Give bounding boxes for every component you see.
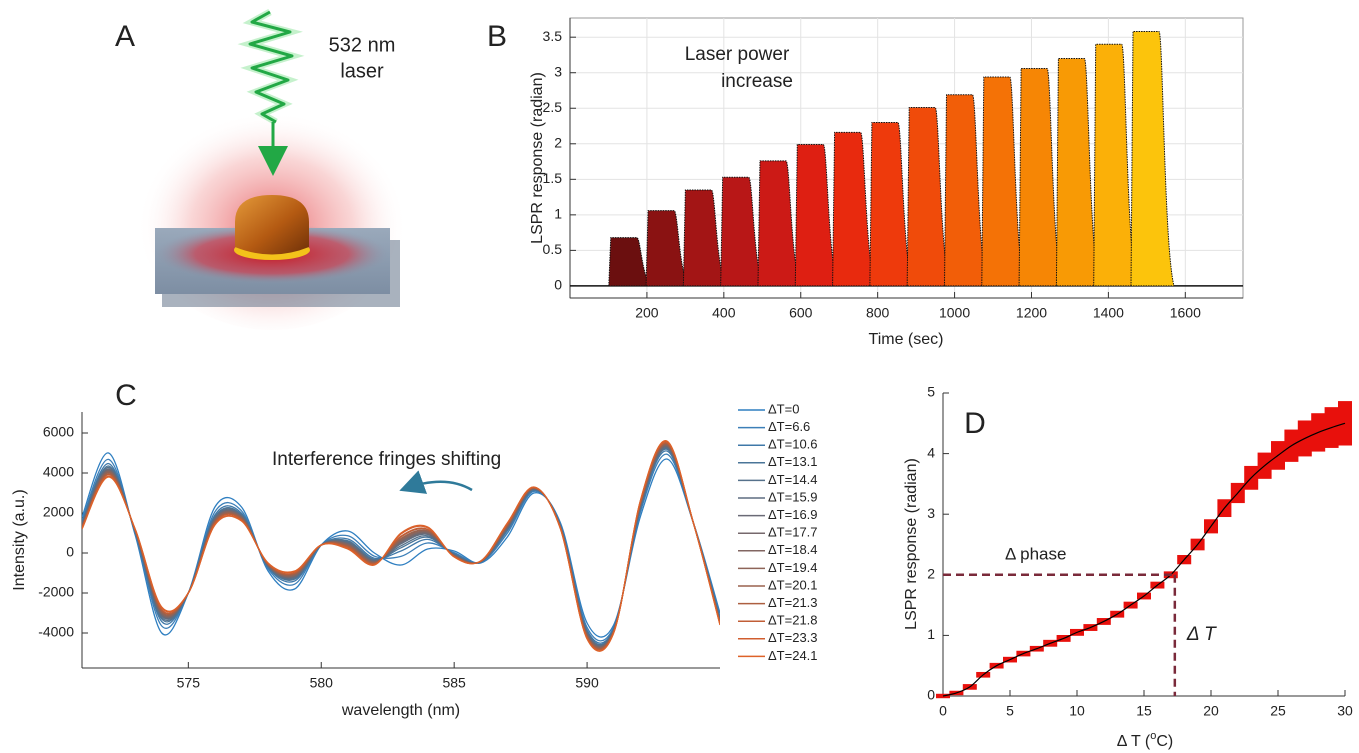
x-tick-label: 580 bbox=[310, 675, 334, 691]
laser-label: 532 nm bbox=[329, 34, 396, 56]
x-tick-label: 575 bbox=[177, 675, 201, 691]
legend-label: ΔT=0 bbox=[768, 401, 799, 416]
legend-label: ΔT=16.9 bbox=[768, 507, 818, 522]
nanoparticle bbox=[235, 195, 309, 255]
y-tick-label: 4 bbox=[927, 444, 935, 460]
legend-label: ΔT=17.7 bbox=[768, 525, 818, 540]
y-tick-label: 6000 bbox=[43, 424, 74, 440]
x-tick-label: 1000 bbox=[939, 305, 970, 321]
x-tick-label: 600 bbox=[789, 305, 813, 321]
y-tick-label: 0 bbox=[66, 544, 74, 560]
x-axis-label: wavelength (nm) bbox=[341, 702, 460, 719]
illustration: A 532 nm laser bbox=[115, 8, 407, 330]
plot-layer bbox=[936, 401, 1352, 699]
x-tick-label: 400 bbox=[712, 305, 736, 321]
legend-label: ΔT=21.3 bbox=[768, 595, 818, 610]
legend-label: ΔT=15.9 bbox=[768, 489, 818, 504]
y-tick-label: 2 bbox=[927, 566, 935, 582]
annotation-arrow bbox=[399, 470, 473, 494]
x-axis-label: Δ T (oC) bbox=[1117, 730, 1174, 750]
x-tick-label: 800 bbox=[866, 305, 890, 321]
legend-label: ΔT=20.1 bbox=[768, 577, 818, 592]
series-line bbox=[82, 440, 720, 652]
x-tick-label: 25 bbox=[1270, 703, 1286, 719]
y-tick-label: 0 bbox=[927, 687, 935, 703]
y-tick-label: 1 bbox=[927, 626, 935, 642]
x-tick-label: 20 bbox=[1203, 703, 1219, 719]
panel-label: D bbox=[964, 407, 986, 440]
x-tick-label: 590 bbox=[575, 675, 599, 691]
x-tick-label: 15 bbox=[1136, 703, 1152, 719]
x-tick-label: 1400 bbox=[1093, 305, 1124, 321]
y-tick-label: 3 bbox=[554, 63, 562, 79]
x-tick-label: 0 bbox=[939, 703, 947, 719]
y-axis-label: LSPR response (radian) bbox=[903, 458, 920, 630]
x-tick-label: 585 bbox=[442, 675, 466, 691]
y-axis-label: LSPR response (radian) bbox=[529, 72, 546, 244]
panel-label: A bbox=[115, 20, 135, 53]
legend-label: ΔT=10.6 bbox=[768, 437, 818, 452]
x-tick-label: 200 bbox=[635, 305, 659, 321]
y-tick-label: -4000 bbox=[38, 624, 74, 640]
legend-label: ΔT=21.8 bbox=[768, 613, 818, 628]
y-axis-label: Intensity (a.u.) bbox=[11, 489, 28, 590]
y-tick-label: 3.5 bbox=[543, 28, 563, 44]
pulse bbox=[1055, 58, 1101, 287]
y-tick-label: 1.5 bbox=[543, 170, 563, 186]
legend-label: ΔT=23.3 bbox=[768, 630, 818, 645]
y-tick-label: 0.5 bbox=[543, 241, 563, 257]
annotation: Interference fringes shifting bbox=[272, 449, 501, 470]
x-axis-label: Time (sec) bbox=[869, 331, 944, 348]
pulse bbox=[1130, 31, 1175, 287]
legend-label: ΔT=13.1 bbox=[768, 454, 818, 469]
laser-label: laser bbox=[340, 60, 384, 82]
pulse bbox=[869, 121, 914, 287]
annotation: increase bbox=[721, 71, 793, 92]
y-tick-label: 2.5 bbox=[543, 99, 563, 115]
y-tick-label: -2000 bbox=[38, 584, 74, 600]
y-tick-label: 1 bbox=[554, 206, 562, 222]
legend-label: ΔT=14.4 bbox=[768, 472, 818, 487]
y-tick-label: 0 bbox=[554, 277, 562, 293]
series-line bbox=[942, 422, 1346, 697]
legend-label: ΔT=24.1 bbox=[768, 648, 818, 663]
label-part: Δ T ( bbox=[1117, 733, 1151, 750]
label-part: C) bbox=[1156, 733, 1173, 750]
annotation: Laser power bbox=[685, 44, 790, 65]
pulse bbox=[757, 160, 802, 287]
y-tick-label: 4000 bbox=[43, 464, 74, 480]
panel-label: C bbox=[115, 379, 137, 412]
annotation: Δ phase bbox=[1005, 544, 1066, 563]
y-tick-label: 2000 bbox=[43, 504, 74, 520]
pulse bbox=[608, 237, 654, 287]
panel-label: B bbox=[487, 20, 507, 53]
legend-label: ΔT=18.4 bbox=[768, 542, 818, 557]
x-tick-label: 1600 bbox=[1170, 305, 1201, 321]
x-tick-label: 10 bbox=[1069, 703, 1085, 719]
plot-layer bbox=[82, 440, 720, 652]
legend-label: ΔT=19.4 bbox=[768, 560, 818, 575]
y-tick-label: 5 bbox=[927, 384, 935, 400]
pulse bbox=[981, 76, 1026, 287]
x-tick-label: 30 bbox=[1337, 703, 1353, 719]
x-tick-label: 1200 bbox=[1016, 305, 1047, 321]
y-tick-label: 2 bbox=[554, 134, 562, 150]
x-tick-label: 5 bbox=[1006, 703, 1014, 719]
pulse bbox=[832, 131, 877, 287]
legend-label: ΔT=6.6 bbox=[768, 419, 810, 434]
superscript: o bbox=[1150, 730, 1156, 742]
laser-wave bbox=[248, 10, 294, 124]
annotation: Δ T bbox=[1186, 624, 1217, 645]
y-tick-label: 3 bbox=[927, 505, 935, 521]
series-line bbox=[82, 450, 720, 644]
